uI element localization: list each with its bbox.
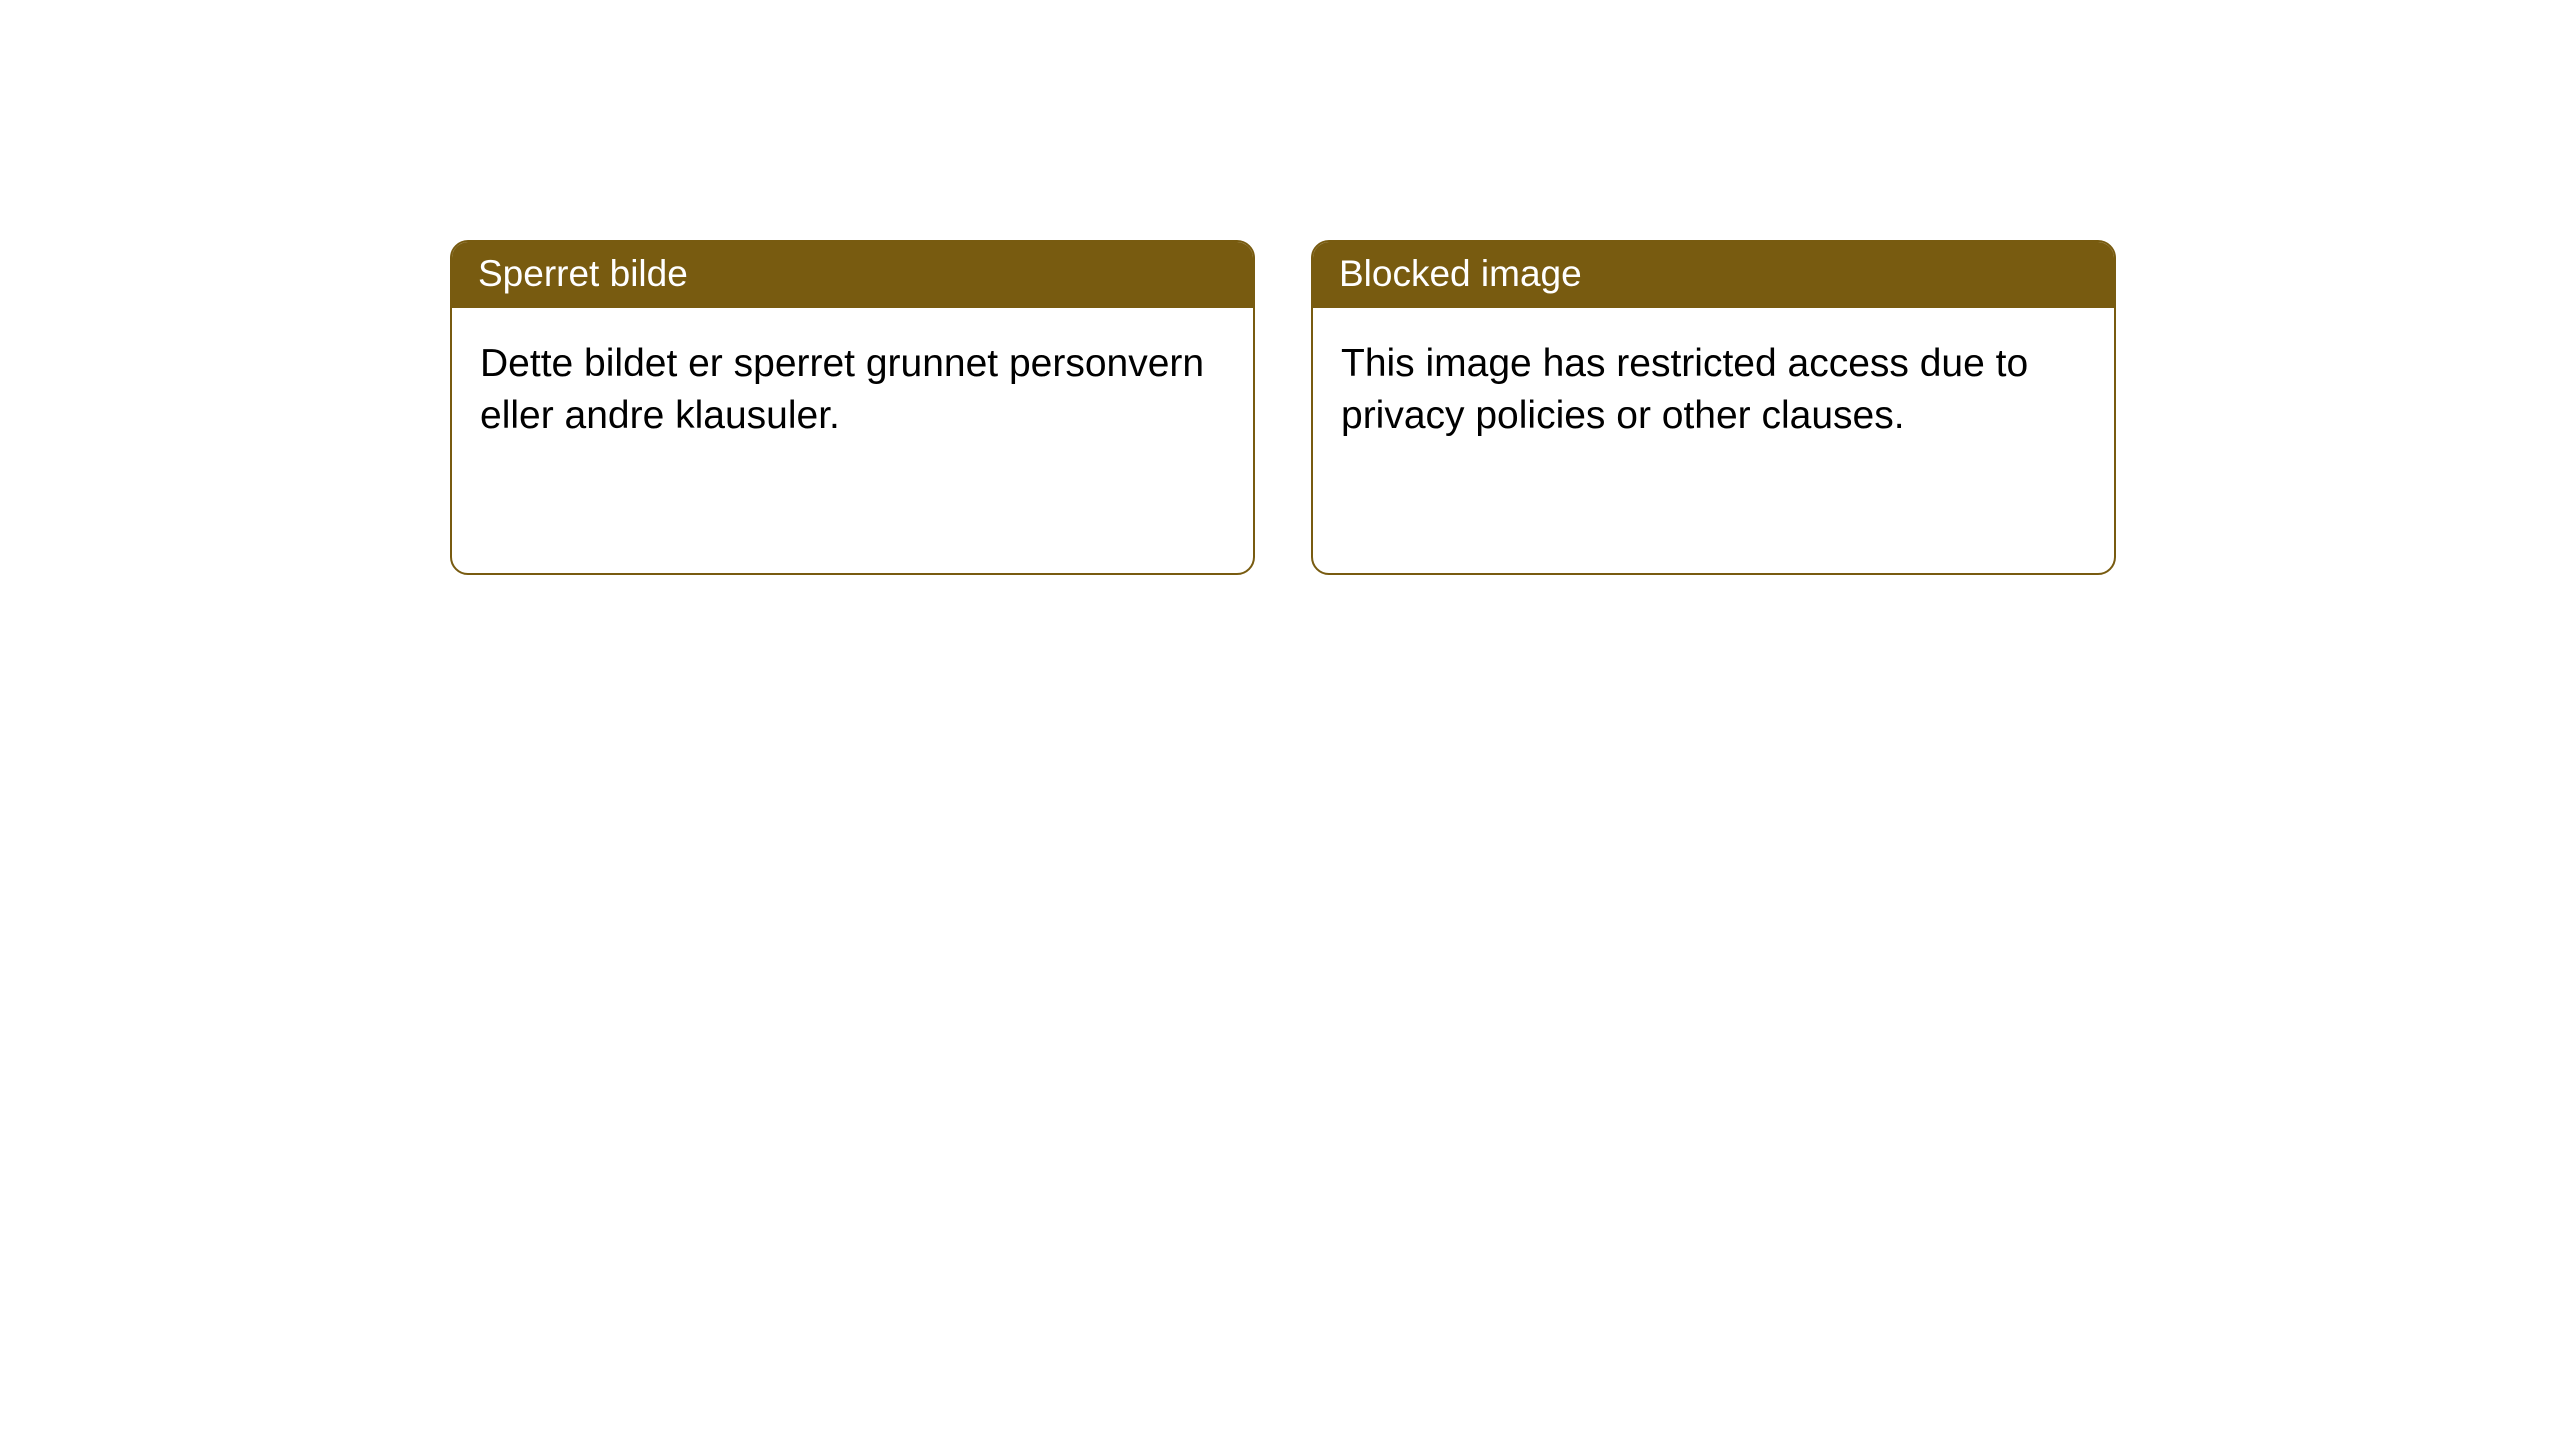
notice-card-english: Blocked image This image has restricted …: [1311, 240, 2116, 575]
notice-container: Sperret bilde Dette bildet er sperret gr…: [450, 240, 2116, 575]
notice-body-english: This image has restricted access due to …: [1313, 308, 2114, 471]
notice-card-norwegian: Sperret bilde Dette bildet er sperret gr…: [450, 240, 1255, 575]
notice-header-english: Blocked image: [1313, 242, 2114, 308]
notice-body-norwegian: Dette bildet er sperret grunnet personve…: [452, 308, 1253, 471]
notice-header-norwegian: Sperret bilde: [452, 242, 1253, 308]
